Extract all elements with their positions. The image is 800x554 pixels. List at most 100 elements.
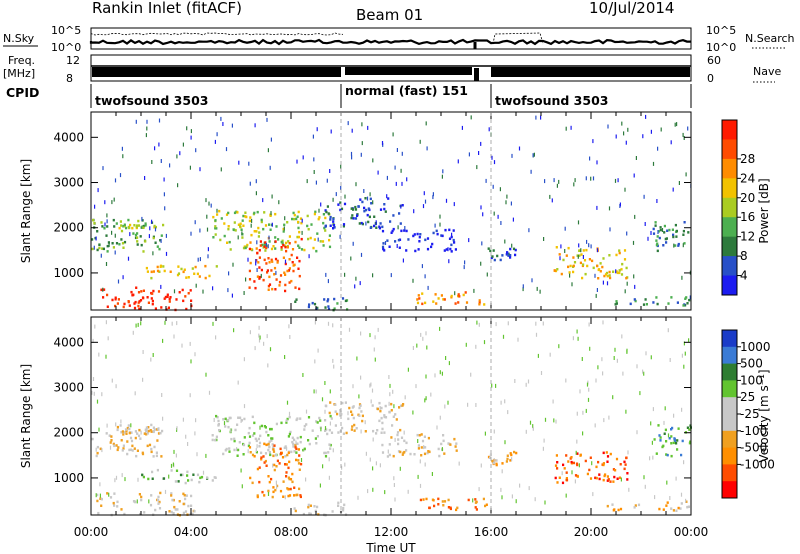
nsky-trace — [89, 32, 691, 49]
echo-cell — [181, 473, 184, 477]
echo-cell — [144, 428, 147, 431]
echo-cell — [224, 449, 227, 452]
echo-speckle — [120, 419, 122, 424]
echo-cell — [214, 227, 217, 230]
echo-cell — [273, 444, 276, 447]
echo-speckle — [255, 261, 257, 266]
echo-cell — [325, 210, 328, 214]
echo-speckle — [98, 427, 100, 432]
echo-speckle — [388, 401, 390, 406]
echo-cell — [254, 437, 257, 441]
echo-cell — [293, 438, 296, 442]
echo-speckle — [371, 388, 374, 393]
echo-speckle — [585, 408, 587, 413]
echo-cell — [242, 224, 245, 227]
echo-cell — [134, 436, 137, 440]
echo-cell — [206, 476, 209, 479]
nsky-panel: N.Sky 10^5 10^0 10^5 10^0 N.Search — [3, 24, 795, 54]
echo-cell — [311, 429, 314, 432]
echo-cell — [153, 428, 157, 431]
echo-cell — [113, 225, 116, 228]
echo-cell — [688, 441, 691, 445]
echo-speckle — [388, 375, 390, 379]
echo-cell — [144, 240, 147, 243]
echo-speckle — [543, 438, 545, 443]
echo-cell — [672, 441, 675, 445]
echo-cell — [456, 506, 459, 510]
echo-cell — [378, 226, 381, 230]
echo-speckle — [473, 288, 475, 293]
echo-speckle — [347, 121, 349, 126]
echo-cell — [290, 450, 293, 454]
echo-cell — [440, 294, 443, 297]
echo-cell — [328, 411, 331, 415]
time-axis-labels: 00:00 04:00 08:00 12:00 16:00 20:00 00:00 — [74, 525, 709, 539]
echo-cell — [259, 240, 262, 243]
echo-speckle — [269, 347, 272, 352]
echo-speckle — [669, 358, 671, 362]
echo-cell — [314, 210, 317, 214]
echo-speckle — [249, 330, 251, 335]
echo-cell — [292, 445, 295, 448]
echo-speckle — [399, 466, 401, 471]
echo-cell — [257, 235, 260, 238]
echo-cell — [272, 454, 275, 458]
echo-speckle — [576, 329, 578, 334]
echo-cell — [586, 264, 589, 268]
echo-cell — [474, 506, 477, 509]
echo-cell — [239, 222, 242, 225]
echo-speckle — [206, 227, 209, 232]
echo-cell — [177, 265, 180, 268]
echo-speckle — [98, 352, 100, 357]
echo-cell — [331, 510, 334, 513]
echo-speckle — [189, 341, 191, 346]
echo-speckle — [271, 194, 273, 199]
echo-cell — [659, 436, 662, 439]
echo-cell — [240, 228, 243, 231]
echo-speckle — [195, 418, 197, 423]
echo-cell — [397, 438, 400, 441]
echo-cell — [322, 213, 325, 216]
echo-cell — [132, 293, 135, 297]
echo-cell — [619, 507, 623, 511]
echo-cell — [211, 438, 214, 442]
echo-speckle — [111, 378, 113, 383]
echo-cell — [588, 468, 591, 472]
echo-cell — [293, 263, 296, 267]
echo-speckle — [575, 450, 577, 455]
echo-cell — [123, 431, 126, 434]
echo-cell — [284, 455, 287, 458]
echo-speckle — [571, 470, 573, 475]
echo-cell — [149, 429, 152, 432]
echo-speckle — [559, 256, 561, 261]
echo-cell — [391, 424, 394, 427]
echo-cell — [218, 209, 221, 213]
echo-cell — [156, 245, 159, 248]
echo-cell — [664, 428, 667, 432]
echo-cell — [618, 249, 621, 252]
ytick-label-4000: 4000 — [53, 130, 84, 144]
echo-cell — [614, 469, 617, 472]
echo-speckle — [614, 178, 617, 183]
echo-speckle — [480, 205, 482, 210]
echo-cell — [329, 218, 332, 221]
echo-cell — [114, 298, 117, 301]
echo-speckle — [426, 345, 428, 350]
echo-cell — [394, 240, 397, 243]
echo-speckle — [478, 322, 480, 327]
nsky-tick-bottom: 10^0 — [51, 41, 81, 54]
echo-cell — [605, 451, 608, 454]
echo-cell — [290, 253, 293, 257]
echo-cell — [170, 469, 173, 472]
echo-cell — [307, 505, 310, 509]
echo-cell — [263, 461, 266, 464]
echo-cell — [656, 235, 659, 238]
echo-speckle — [372, 466, 374, 471]
echo-cell — [493, 258, 496, 262]
echo-cell — [373, 215, 376, 218]
echo-cell — [120, 431, 123, 434]
echo-cell — [389, 220, 392, 223]
echo-cell — [116, 505, 119, 508]
echo-cell — [91, 247, 94, 251]
echo-speckle — [270, 211, 272, 216]
